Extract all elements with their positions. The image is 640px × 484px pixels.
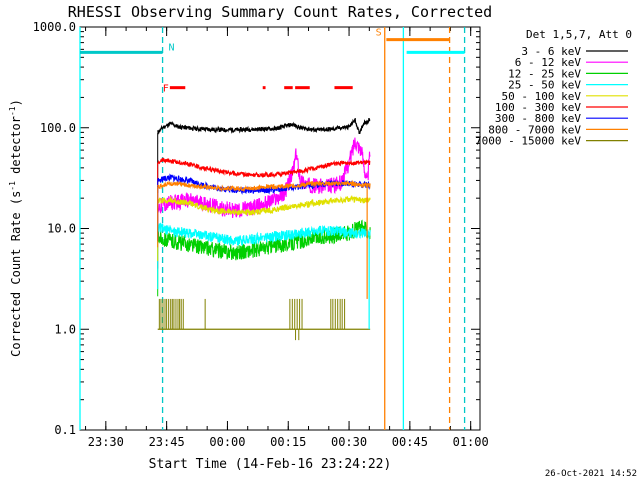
footer-timestamp: 26-Oct-2021 14:52 xyxy=(545,469,637,479)
x-tick-label: 23:30 xyxy=(88,435,124,449)
y-tick-label: 100.0 xyxy=(40,121,76,135)
y-axis-label: Corrected Count Rate (s-1 detector-1) xyxy=(8,99,23,357)
flag-label-N: N xyxy=(168,42,174,53)
legend-label: 7000 - 15000 keV xyxy=(475,135,581,148)
x-tick-label: 01:00 xyxy=(453,435,489,449)
series-trace-8 xyxy=(157,298,371,341)
y-tick-label: 1.0 xyxy=(54,322,76,336)
series-line xyxy=(157,194,371,216)
series-line xyxy=(157,157,371,179)
y-axis-label-end: ) xyxy=(9,99,23,106)
flag-label-S: S xyxy=(376,28,382,39)
legend-title: Det 1,5,7, Att 0 xyxy=(526,28,632,41)
series-line xyxy=(157,137,371,219)
x-axis-label: Start Time (14-Feb-16 23:24:22) xyxy=(149,457,392,472)
flag-label-F: F xyxy=(163,84,169,95)
y-tick-label: 10.0 xyxy=(47,222,76,236)
x-tick-label: 00:00 xyxy=(209,435,245,449)
x-tick-label: 23:45 xyxy=(149,435,185,449)
series-line xyxy=(157,222,371,247)
x-tick-label: 00:30 xyxy=(331,435,367,449)
legend-label: 300 - 800 keV xyxy=(495,112,581,125)
legend-label: 800 - 7000 keV xyxy=(488,123,581,136)
legend-label: 25 - 50 keV xyxy=(508,79,581,92)
y-axis-label-mid: detector xyxy=(9,116,23,181)
x-tick-label: 00:45 xyxy=(392,435,428,449)
y-tick-label: 1000.0 xyxy=(33,20,76,34)
y-tick-label: 0.1 xyxy=(54,423,76,437)
y-axis-label-exp-2: -1 xyxy=(8,106,17,116)
series-line xyxy=(157,117,371,135)
series-line xyxy=(157,173,371,195)
y-axis-label-main: Corrected Count Rate (s xyxy=(9,191,23,357)
series-trace-7 xyxy=(157,179,371,248)
chart-title: RHESSI Observing Summary Count Rates, Co… xyxy=(68,3,492,21)
series-line xyxy=(157,179,371,193)
y-axis-label-exp-1: -1 xyxy=(8,181,17,191)
legend-label: 100 - 300 keV xyxy=(495,101,581,114)
x-tick-label: 00:15 xyxy=(270,435,306,449)
legend-label: 3 - 6 keV xyxy=(521,45,581,58)
plot-frame xyxy=(79,26,481,431)
legend-label: 50 - 100 keV xyxy=(502,90,582,103)
legend-label: 6 - 12 keV xyxy=(515,56,582,69)
legend-label: 12 - 25 keV xyxy=(508,67,581,80)
